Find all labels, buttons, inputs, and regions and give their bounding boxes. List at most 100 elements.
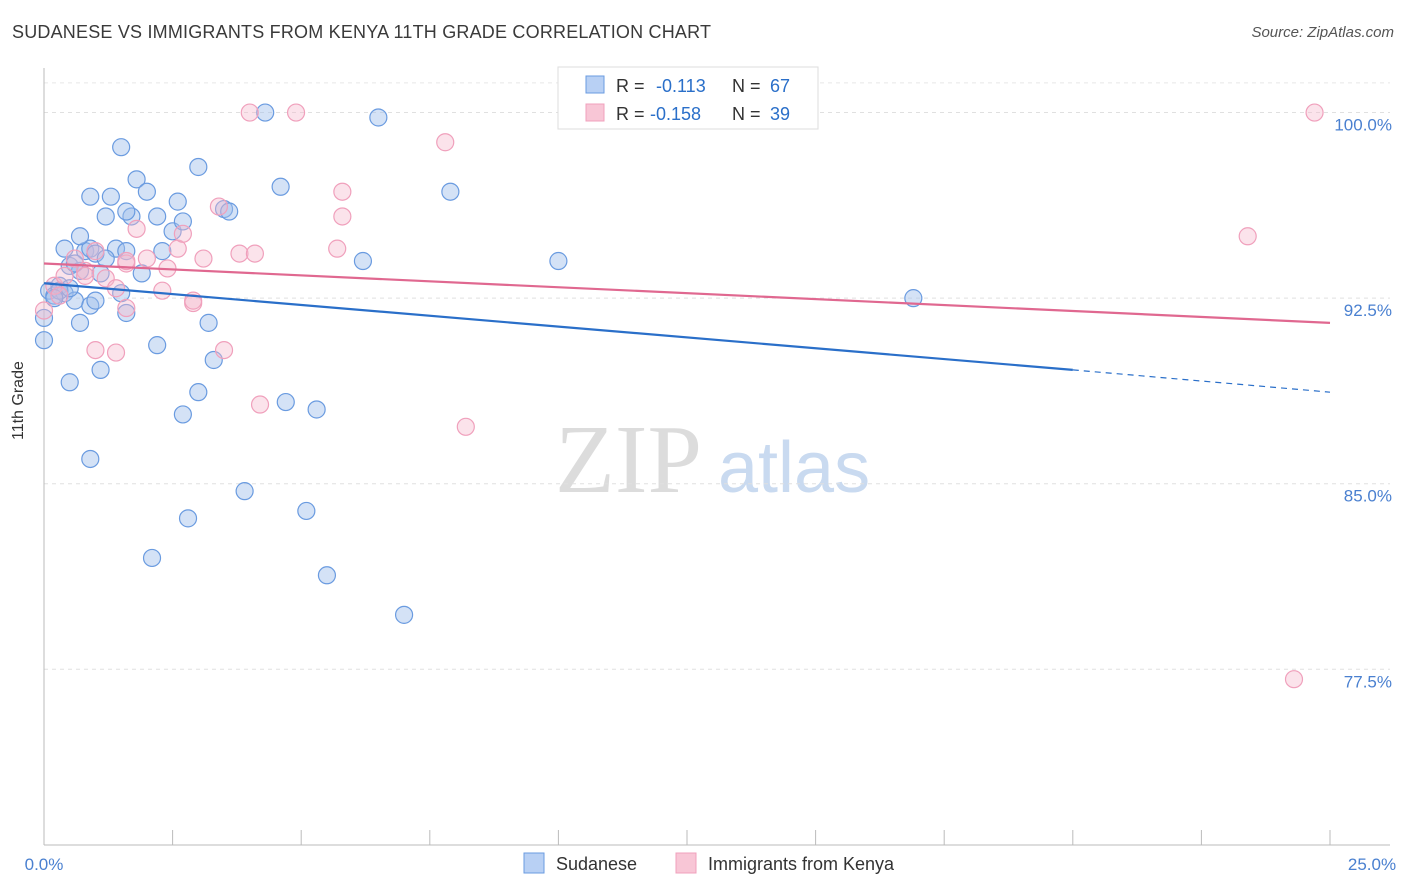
trend-kenya — [43, 262, 1331, 324]
point-kenya — [50, 286, 69, 305]
point-sudanese — [168, 192, 187, 211]
stats-n-sudanese: 67 — [770, 76, 790, 96]
stats-swatch-sudanese — [585, 75, 605, 94]
point-sudanese — [86, 291, 105, 310]
y-tick-label: 77.5% — [1344, 672, 1392, 691]
series-sudanese — [34, 103, 923, 624]
point-sudanese — [220, 202, 239, 221]
point-sudanese — [148, 336, 167, 355]
point-kenya — [153, 281, 172, 300]
point-kenya — [1238, 227, 1257, 246]
point-kenya — [286, 103, 306, 122]
stats-r-sudanese: -0.113 — [656, 76, 706, 96]
point-sudanese — [117, 202, 136, 221]
point-sudanese — [394, 605, 414, 624]
point-kenya — [1305, 103, 1324, 122]
point-kenya — [34, 301, 54, 320]
point-sudanese — [81, 187, 100, 206]
point-sudanese — [117, 303, 136, 323]
point-sudanese — [307, 400, 326, 419]
point-sudanese — [70, 227, 90, 246]
point-sudanese — [441, 182, 460, 201]
point-kenya — [86, 340, 105, 360]
point-sudanese — [173, 212, 192, 231]
point-kenya — [127, 219, 146, 238]
tick-labels: 77.5% 85.0% 92.5% 100.0% 0.0% 25.0% — [25, 116, 1396, 874]
point-sudanese — [137, 182, 156, 201]
grid — [44, 82, 1390, 670]
stats-legend: R = -0.113 N = 67 R = -0.158 N = 39 — [557, 66, 819, 130]
point-sudanese — [235, 482, 254, 501]
point-sudanese — [199, 313, 218, 332]
point-kenya — [194, 249, 213, 268]
stats-swatch-kenya — [585, 103, 605, 122]
x-tick-label-max: 25.0% — [1348, 855, 1396, 874]
y-tick-label: 100.0% — [1334, 116, 1392, 135]
point-sudanese — [81, 296, 100, 315]
point-kenya — [65, 249, 84, 268]
point-kenya — [214, 340, 234, 360]
point-sudanese — [178, 509, 198, 528]
stats-n-kenya: 39 — [770, 104, 790, 124]
point-sudanese — [271, 177, 290, 196]
point-kenya — [230, 244, 249, 263]
axes — [43, 68, 1390, 846]
stats-n-label-sudanese: N = — [732, 76, 761, 96]
point-kenya — [86, 242, 105, 261]
point-kenya — [76, 266, 95, 285]
point-sudanese — [173, 405, 192, 424]
legend-label-sudanese: Sudanese — [556, 854, 637, 874]
point-kenya — [106, 343, 126, 362]
stats-n-label-kenya: N = — [732, 104, 761, 124]
point-sudanese — [60, 373, 79, 392]
point-kenya — [209, 197, 228, 216]
point-sudanese — [148, 207, 167, 226]
point-sudanese — [256, 103, 275, 122]
stats-r-kenya: -0.158 — [650, 104, 701, 124]
watermark: ZIP atlas — [555, 406, 870, 514]
point-kenya — [328, 239, 347, 258]
watermark-atlas: atlas — [718, 428, 870, 508]
point-sudanese — [101, 187, 120, 206]
legend-swatch-sudanese — [523, 852, 545, 874]
point-sudanese — [117, 242, 136, 261]
point-sudanese — [34, 331, 54, 350]
point-kenya — [137, 249, 156, 268]
series-kenya — [34, 103, 1324, 689]
point-kenya — [55, 266, 74, 285]
legend-swatch-kenya — [675, 852, 697, 874]
point-sudanese — [112, 138, 131, 157]
point-sudanese — [153, 242, 172, 261]
point-sudanese — [34, 308, 54, 328]
point-sudanese — [297, 501, 316, 521]
point-sudanese — [91, 360, 110, 379]
point-sudanese — [142, 548, 162, 568]
bottom-legend: Sudanese Immigrants from Kenya — [523, 852, 895, 874]
point-kenya — [1284, 670, 1304, 689]
trend-sudanese — [43, 282, 1073, 371]
point-sudanese — [189, 157, 208, 177]
point-sudanese — [369, 108, 388, 127]
point-kenya — [456, 417, 475, 436]
point-sudanese — [353, 251, 373, 271]
point-kenya — [333, 207, 352, 226]
point-sudanese — [189, 383, 208, 402]
point-sudanese — [549, 251, 568, 271]
trend-lines — [43, 262, 1331, 393]
point-sudanese — [96, 207, 115, 226]
x-tick-label-min: 0.0% — [25, 855, 64, 874]
stats-r-label-sudanese: R = — [616, 76, 645, 96]
point-kenya — [240, 103, 259, 122]
trend-sudanese-extension — [1072, 369, 1331, 393]
point-kenya — [173, 224, 192, 243]
point-kenya — [333, 182, 352, 201]
point-kenya — [436, 133, 455, 152]
chart-title: SUDANESE VS IMMIGRANTS FROM KENYA 11TH G… — [12, 22, 712, 42]
point-kenya — [117, 298, 136, 318]
point-sudanese — [81, 449, 100, 469]
y-tick-label: 85.0% — [1344, 487, 1392, 506]
point-kenya — [245, 244, 265, 263]
point-kenya — [117, 251, 136, 271]
y-tick-label: 92.5% — [1344, 301, 1392, 320]
